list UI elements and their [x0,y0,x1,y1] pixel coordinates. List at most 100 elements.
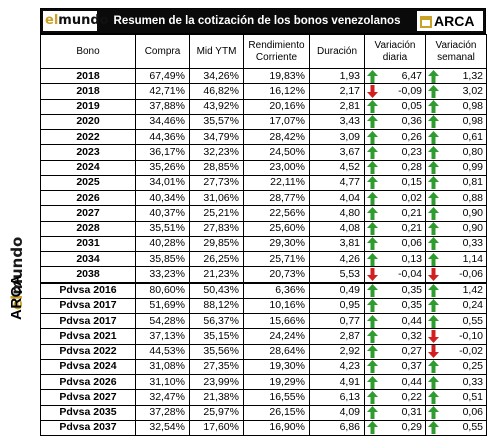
arrow-up-icon [428,421,439,435]
cell-rendimiento: 24,24% [243,328,310,345]
arrow-up-icon [367,69,378,83]
header-bono: Bono [40,34,136,69]
arrow-up-icon [428,69,439,83]
arrow-down-icon [367,84,378,98]
table-row: 2023 36,17% 32,23% 24,50% 3,67 0,23 0,80 [40,144,487,161]
header-var-diaria: Variación diaria [364,34,426,69]
cell-rendimiento: 19,83% [243,67,310,85]
bond-table: Bono Compra Mid YTM Rendimiento Corrient… [40,34,487,436]
cell-compra: 42,71% [135,83,190,100]
cell-var-semanal: 0,61 [425,128,487,146]
table-row: Pdvsa 2017 51,69% 88,12% 10,16% 0,95 0,35 0,24 [40,297,487,315]
table-row: 2027 40,37% 25,21% 22,56% 4,80 0,21 0,90 [40,205,487,222]
arrow-up-icon [367,375,378,389]
table-row: 2031 40,28% 29,85% 29,30% 3,81 0,06 0,33 [40,235,487,253]
cell-bono: 2020 [40,113,136,131]
cell-mid-ytm: 31,06% [189,189,244,207]
cell-var-diaria: 0,21 [364,205,426,222]
header-mid-ytm: Mid YTM [189,34,244,69]
cell-bono: Pdvsa 2026 [40,373,136,391]
cell-mid-ytm: 26,25% [189,250,244,268]
cell-bono: 2031 [40,235,136,253]
side-branding: elmundo ARCA [0,0,40,433]
arrow-up-icon [367,329,378,343]
cell-compra: 40,37% [135,205,190,222]
cell-bono: 2023 [40,144,136,161]
cell-bono: 2025 [40,174,136,192]
cell-bono: Pdvsa 2017 [40,297,136,315]
cell-mid-ytm: 34,26% [189,67,244,85]
cell-var-diaria: 0,44 [364,373,426,391]
cell-duracion: 4,77 [309,174,365,192]
cell-var-semanal: 0,98 [425,113,487,131]
cell-var-semanal: -0,10 [425,328,487,345]
cell-bono: Pdvsa 2035 [40,404,136,421]
cell-compra: 54,28% [135,312,190,330]
arrow-up-icon [428,145,439,159]
table-row: Pdvsa 2021 37,13% 35,15% 24,24% 2,87 0,32 -0,1… [40,328,487,345]
arrow-up-icon [428,252,439,266]
cell-compra: 32,54% [135,419,190,436]
cell-var-semanal: 3,02 [425,83,487,100]
cell-rendimiento: 28,42% [243,128,310,146]
arrow-up-icon [367,222,378,236]
cell-var-semanal: 0,25 [425,358,487,376]
table-row: 2022 44,36% 34,79% 28,42% 3,09 0,26 0,61 [40,128,487,146]
table-row: Pdvsa 2024 31,08% 27,35% 19,30% 4,23 0,37 0,25 [40,358,487,376]
cell-mid-ytm: 21,23% [189,266,244,283]
cell-bono: 2019 [40,98,136,115]
cell-duracion: 1,93 [309,67,365,85]
cell-var-diaria: 0,26 [364,128,426,146]
cell-mid-ytm: 29,85% [189,235,244,253]
cell-duracion: 0,77 [309,312,365,330]
table-row: 2038 33,23% 21,23% 20,73% 5,53 -0,04 -0,06 [40,266,487,283]
cell-mid-ytm: 32,23% [189,144,244,161]
cell-compra: 51,69% [135,297,190,315]
cell-compra: 37,88% [135,98,190,115]
cell-var-diaria: 0,13 [364,250,426,268]
cell-compra: 34,01% [135,174,190,192]
cell-var-semanal: 0,24 [425,297,487,315]
cell-rendimiento: 29,30% [243,235,310,253]
cell-bono: 2018 [40,67,136,85]
arrow-up-icon [428,314,439,328]
cell-rendimiento: 20,16% [243,98,310,115]
cell-var-diaria: 0,15 [364,174,426,192]
table-row: 2026 40,34% 31,06% 28,77% 4,04 0,02 0,88 [40,189,487,207]
arrow-up-icon [367,206,378,220]
cell-rendimiento: 25,60% [243,220,310,237]
title-bar: elmundo Resumen de la cotización de los … [40,8,486,34]
cell-compra: 34,46% [135,113,190,131]
header-row: Bono Compra Mid YTM Rendimiento Corrient… [40,34,487,69]
table-row: Pdvsa 2026 31,10% 23,99% 19,29% 4,91 0,44 0,33 [40,373,487,391]
cell-var-diaria: 0,37 [364,358,426,376]
cell-mid-ytm: 27,73% [189,174,244,192]
cell-rendimiento: 20,73% [243,266,310,283]
table-row: 2020 34,46% 35,57% 17,07% 3,43 0,36 0,98 [40,113,487,131]
table-row: Pdvsa 2022 44,53% 35,56% 28,64% 2,92 0,27 -0,0… [40,343,487,360]
cell-mid-ytm: 21,38% [189,389,244,406]
cell-duracion: 3,67 [309,144,365,161]
cell-var-diaria: 0,35 [364,297,426,315]
cell-duracion: 5,53 [309,266,365,283]
elmundo-logo: elmundo [43,11,109,31]
cell-mid-ytm: 43,92% [189,98,244,115]
arrow-up-icon [428,406,439,420]
arca-logo: ARCA [417,11,483,31]
arrow-up-icon [428,115,439,129]
cell-compra: 33,23% [135,266,190,283]
cell-rendimiento: 24,50% [243,144,310,161]
table-row: Pdvsa 2035 37,28% 25,97% 26,15% 4,09 0,31 0,06 [40,404,487,421]
arrow-up-icon [428,237,439,251]
cell-mid-ytm: 28,85% [189,159,244,176]
table-row: Pdvsa 2037 32,54% 17,60% 16,90% 6,86 0,29 0,55 [40,419,487,436]
cell-compra: 40,34% [135,189,190,207]
cell-duracion: 2,17 [309,83,365,100]
arrow-up-icon [367,145,378,159]
cell-var-semanal: 0,33 [425,235,487,253]
table-row: 2018 67,49% 34,26% 19,83% 1,93 6,47 1,32 [40,67,487,85]
arrow-up-icon [428,284,439,298]
cell-rendimiento: 25,71% [243,250,310,268]
cell-duracion: 3,43 [309,113,365,131]
cell-var-diaria: 0,23 [364,144,426,161]
